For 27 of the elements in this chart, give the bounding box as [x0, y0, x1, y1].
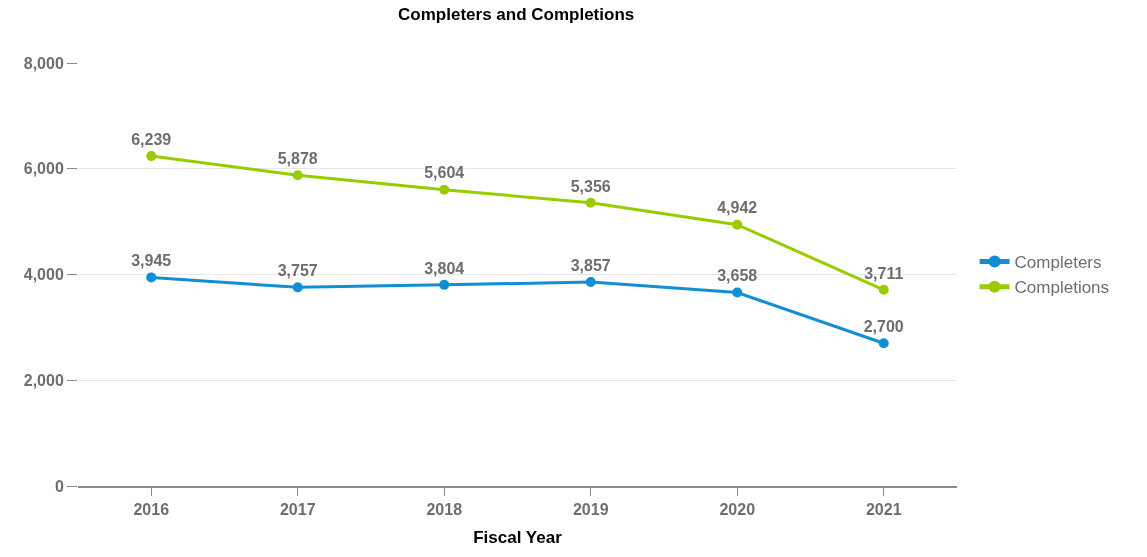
x-tick-label: 2021	[865, 500, 902, 518]
legend-label: Completions	[1014, 278, 1110, 298]
x-tick-label: 2016	[133, 500, 170, 518]
data-label: 3,804	[424, 259, 465, 277]
x-tick-label: 2017	[279, 500, 316, 518]
y-tick-label: 0	[54, 477, 64, 495]
data-label: 5,878	[277, 149, 318, 167]
data-label: 2,700	[863, 317, 904, 335]
legend-label: Completers	[1014, 253, 1102, 273]
data-label: 3,658	[717, 267, 758, 285]
data-label: 6,239	[131, 130, 172, 148]
x-tick-label: 2020	[719, 500, 756, 518]
chart-title: Completers and Completions	[398, 5, 635, 25]
y-tick-label: 4,000	[23, 266, 64, 284]
y-tick-label: 2,000	[23, 371, 64, 389]
data-label: 3,857	[570, 256, 611, 274]
data-label: 5,356	[570, 177, 611, 195]
data-label: 4,942	[717, 199, 758, 217]
x-tick-label: 2019	[572, 500, 609, 518]
x-tick-label: 2018	[426, 500, 463, 518]
data-label: 3,711	[864, 264, 904, 282]
y-tick-label: 6,000	[23, 160, 64, 178]
data-label: 3,945	[131, 252, 172, 270]
data-label: 3,757	[277, 262, 318, 280]
data-label: 5,604	[424, 164, 465, 182]
y-tick-label: 8,000	[23, 54, 64, 72]
x-axis-title: Fiscal Year	[473, 527, 563, 547]
